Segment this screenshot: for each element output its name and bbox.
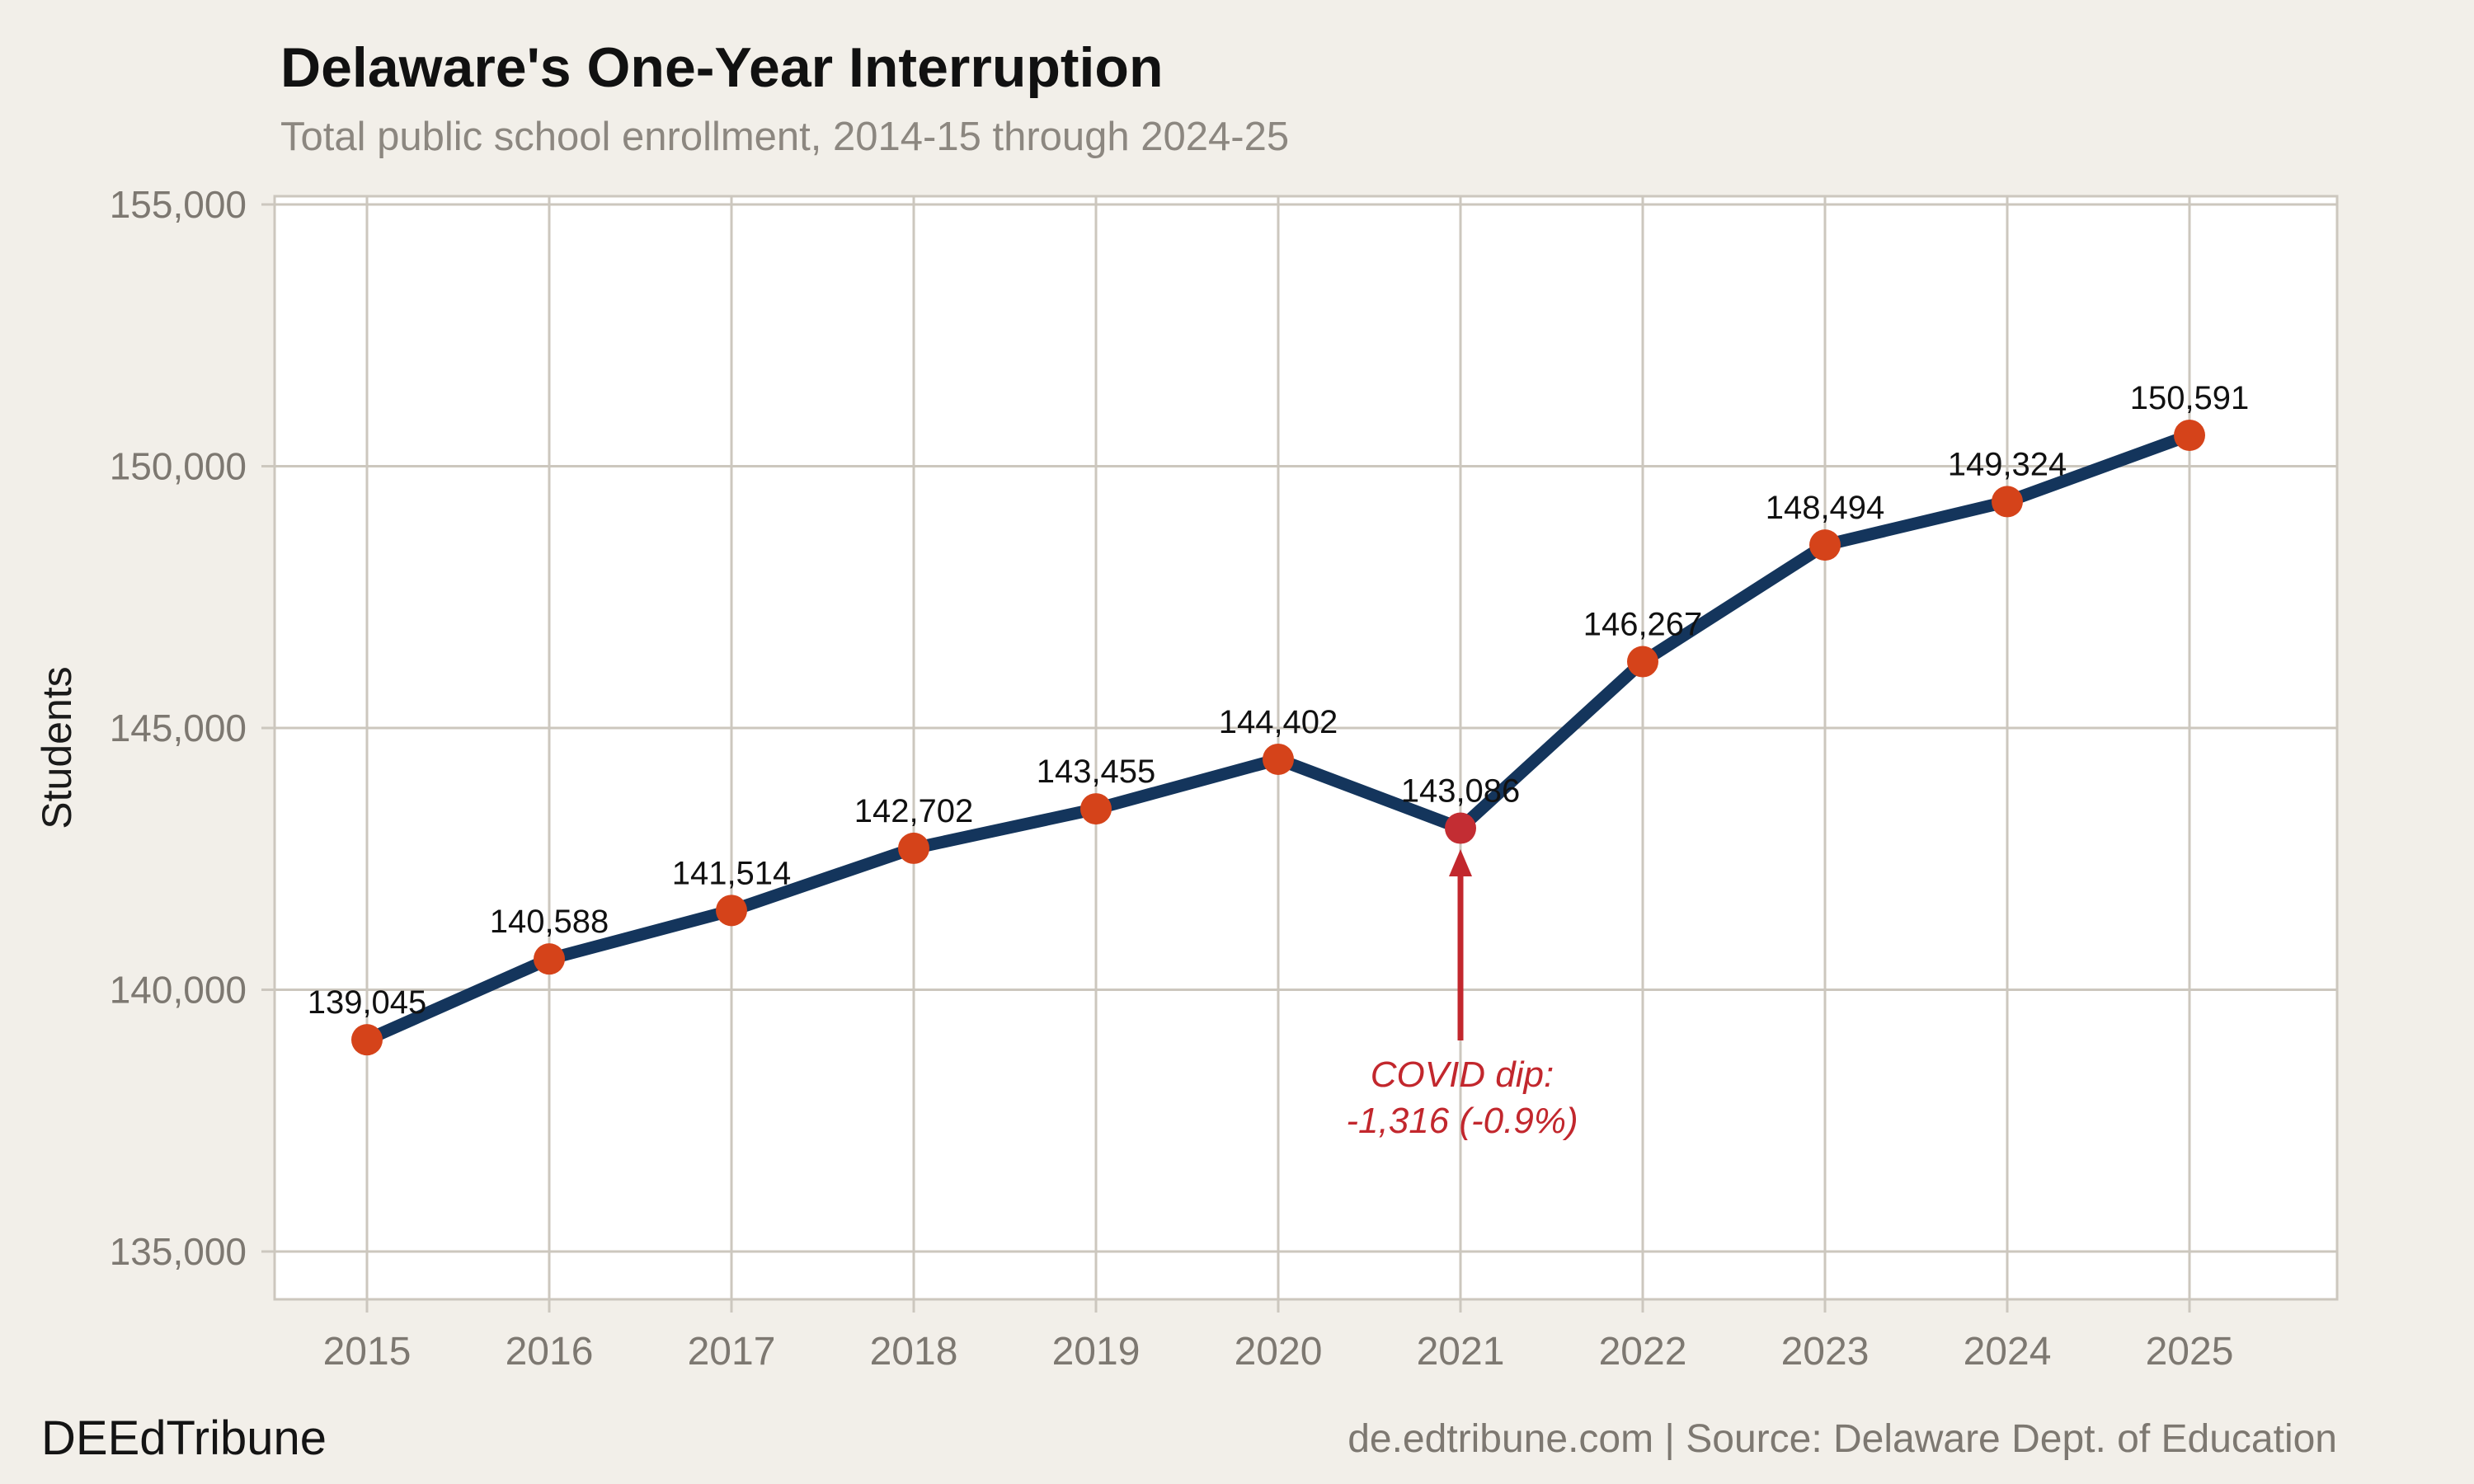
x-tick-label: 2020 — [1235, 1330, 1323, 1374]
x-tick-label: 2015 — [323, 1330, 412, 1374]
data-point — [2174, 419, 2205, 451]
plot-area — [273, 195, 2339, 1301]
data-point — [1263, 743, 1294, 775]
data-point — [898, 832, 929, 864]
data-point — [1627, 646, 1658, 678]
x-tick-label: 2018 — [870, 1330, 958, 1374]
chart-subtitle: Total public school enrollment, 2014-15 … — [280, 115, 1290, 159]
y-tick-label: 145,000 — [110, 707, 247, 749]
x-tick-label: 2019 — [1052, 1330, 1141, 1374]
point-label: 143,086 — [1401, 773, 1521, 810]
chart-title: Delaware's One-Year Interruption — [280, 36, 1164, 99]
point-label: 144,402 — [1219, 704, 1338, 740]
point-label: 149,324 — [1948, 446, 2067, 482]
point-label: 150,591 — [2130, 380, 2250, 416]
y-tick-label: 135,000 — [110, 1230, 247, 1273]
point-label: 142,702 — [854, 793, 974, 829]
data-point — [351, 1024, 383, 1056]
covid-arrow-head — [1449, 849, 1472, 876]
data-point — [1992, 486, 2023, 518]
x-tick-label: 2021 — [1417, 1330, 1505, 1374]
x-tick-label: 2025 — [2146, 1330, 2234, 1374]
brand-logo-text: DEEdTribune — [41, 1411, 327, 1465]
data-point — [1080, 793, 1112, 825]
point-label: 148,494 — [1766, 490, 1885, 526]
source-attribution: de.edtribune.com | Source: Delaware Dept… — [1348, 1417, 2337, 1461]
data-point-highlight — [1445, 812, 1476, 844]
point-label: 146,267 — [1583, 607, 1703, 643]
x-tick-label: 2016 — [506, 1330, 594, 1374]
x-tick-label: 2024 — [1964, 1330, 2052, 1374]
y-tick-label: 140,000 — [110, 969, 247, 1012]
point-label: 143,455 — [1037, 754, 1156, 790]
data-point — [534, 943, 565, 975]
y-tick-label: 155,000 — [110, 183, 247, 226]
point-label: 140,588 — [490, 904, 609, 940]
data-point — [1809, 529, 1841, 561]
point-label: 139,045 — [308, 984, 427, 1021]
x-tick-label: 2023 — [1781, 1330, 1870, 1374]
y-tick-label: 150,000 — [110, 445, 247, 488]
x-tick-label: 2017 — [688, 1330, 776, 1374]
data-point — [716, 895, 747, 927]
point-label: 141,514 — [672, 855, 792, 891]
annotation-line-1: COVID dip: — [1371, 1054, 1554, 1095]
annotation-line-2: -1,316 (-0.9%) — [1346, 1101, 1578, 1141]
x-tick-label: 2022 — [1599, 1330, 1687, 1374]
